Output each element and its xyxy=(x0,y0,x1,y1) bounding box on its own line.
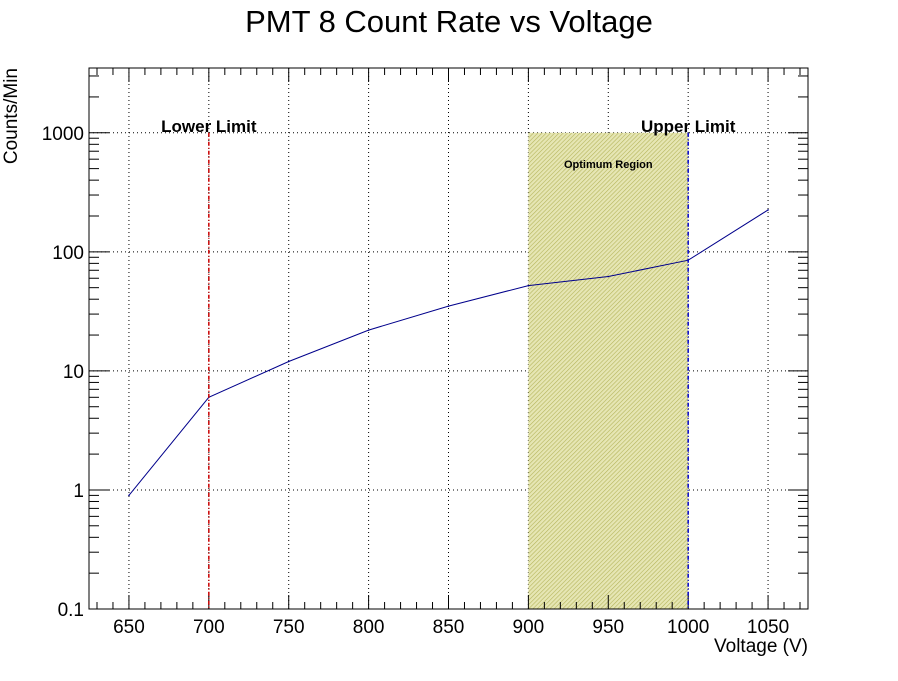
y-tick-label: 1000 xyxy=(42,124,84,145)
optimum-region-layer xyxy=(528,132,689,610)
optimum-region-label: Optimum Region xyxy=(564,159,653,171)
grid xyxy=(89,68,808,610)
plot-frame xyxy=(88,67,809,610)
lower-limit-label: Lower Limit xyxy=(161,117,257,136)
x-tick-label: 800 xyxy=(353,617,385,638)
x-tick-label: 650 xyxy=(113,617,145,638)
y-axis-label: Counts/Min xyxy=(1,68,22,164)
data-point xyxy=(527,284,530,287)
optimum-region xyxy=(528,132,689,610)
y-tick-label: 10 xyxy=(63,362,84,383)
x-tick-label: 750 xyxy=(273,617,305,638)
labels-layer: PMT 8 Count Rate vs Voltage Voltage (V) … xyxy=(1,4,808,657)
y-tick-label: 100 xyxy=(52,243,84,264)
data-point xyxy=(447,305,450,307)
y-tick-label: 1 xyxy=(73,481,84,502)
x-tick-label: 1000 xyxy=(667,617,709,638)
data-point xyxy=(767,209,769,211)
upper-limit-label: Upper Limit xyxy=(641,117,736,136)
x-axis-label: Voltage (V) xyxy=(714,636,808,657)
x-tick-label: 950 xyxy=(592,617,624,638)
axes-frame xyxy=(88,67,809,610)
limit-lines-layer xyxy=(208,132,689,609)
data-point xyxy=(607,275,610,278)
data-point xyxy=(367,329,370,331)
x-tick-label: 1050 xyxy=(747,617,789,638)
x-tick-label: 850 xyxy=(433,617,465,638)
x-tick-label: 700 xyxy=(193,617,225,638)
data-point xyxy=(287,360,290,363)
chart-title: PMT 8 Count Rate vs Voltage xyxy=(245,4,653,39)
x-tick-label: 900 xyxy=(513,617,545,638)
data-point xyxy=(128,494,130,497)
y-tick-label: 0.1 xyxy=(58,600,84,621)
